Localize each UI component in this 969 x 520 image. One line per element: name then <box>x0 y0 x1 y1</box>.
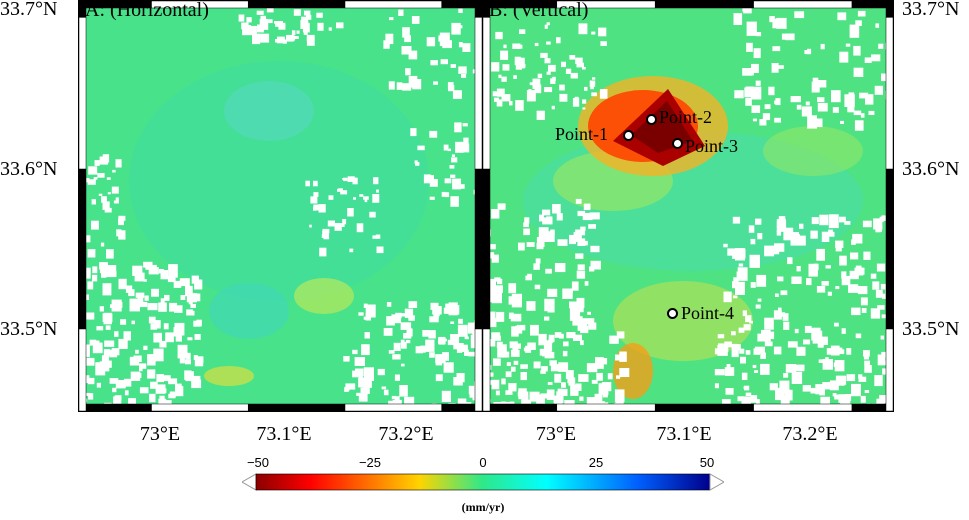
point-4-label: Point-4 <box>681 303 735 323</box>
no-data-speckles-north <box>238 6 344 46</box>
colorbar-gradient <box>240 473 726 491</box>
point-3-label: Point-3 <box>685 136 739 156</box>
colorbar-tick-minus-50: −50 <box>246 455 270 470</box>
colorbar-tick-50: 50 <box>699 455 715 470</box>
lon-label-a-73: 73°E <box>139 423 181 445</box>
no-data-speckles-west <box>483 198 601 337</box>
panel-title-b: B: (Vertical) <box>489 0 589 21</box>
colorbar-tick-0: 0 <box>479 455 487 470</box>
point-1-marker <box>623 130 634 141</box>
lon-label-a-73-2: 73.2°E <box>378 423 434 445</box>
point-2-marker <box>646 114 657 125</box>
horizontal-yellow-patch-south <box>204 366 254 386</box>
no-data-speckles-east <box>723 214 893 344</box>
lat-label-left-33-5: 33.5°N <box>0 318 58 340</box>
lat-label-left-33-6: 33.6°N <box>0 158 58 180</box>
no-data-speckles-center <box>305 176 384 257</box>
lon-label-b-73: 73°E <box>535 423 577 445</box>
point-4-marker <box>667 308 678 319</box>
map-frame-ticks-b <box>483 1 893 411</box>
horizontal-velocity-map <box>79 1 482 411</box>
map-panel-vertical: B: (Vertical) <box>482 0 894 412</box>
no-data-speckles-west <box>84 154 126 259</box>
vertical-yellow-band-east <box>763 126 863 176</box>
panel-title-a: A: (Horizontal) <box>85 0 209 21</box>
no-data-speckles-east <box>410 122 482 207</box>
horizontal-cyan-patch <box>224 81 314 141</box>
horizontal-cyan-patch-south <box>209 283 289 339</box>
lon-label-b-73-2: 73.2°E <box>782 423 838 445</box>
no-data-speckles-northwest <box>485 22 608 120</box>
lon-label-a-73-1: 73.1°E <box>256 423 312 445</box>
map-panel-horizontal: A: (Horizontal) <box>78 0 483 412</box>
colorbar-tick-25: 25 <box>588 455 604 470</box>
lat-label-right-33-7: 33.7°N <box>902 0 960 20</box>
lat-label-left-33-7: 33.7°N <box>0 0 58 20</box>
colorbar-tick-minus-25: −25 <box>358 455 382 470</box>
lat-label-right-33-6: 33.6°N <box>902 158 960 180</box>
colorbar <box>240 471 726 493</box>
map-frame-ticks-a <box>79 1 482 411</box>
point-3-marker <box>672 138 683 149</box>
horizontal-yellow-patch <box>294 278 354 314</box>
vertical-yellow-south <box>613 281 753 361</box>
point-2-label: Point-2 <box>659 107 713 127</box>
lon-label-b-73-1: 73.1°E <box>656 423 712 445</box>
no-data-speckles-northeast <box>733 6 893 131</box>
lat-label-right-33-5: 33.5°N <box>902 318 960 340</box>
horizontal-cyan-tint <box>129 61 429 301</box>
colorbar-unit-label: (mm/yr) <box>461 500 505 514</box>
no-data-speckles-southwest <box>484 331 630 411</box>
vertical-velocity-map <box>483 1 893 411</box>
point-1-label: Point-1 <box>555 124 609 144</box>
